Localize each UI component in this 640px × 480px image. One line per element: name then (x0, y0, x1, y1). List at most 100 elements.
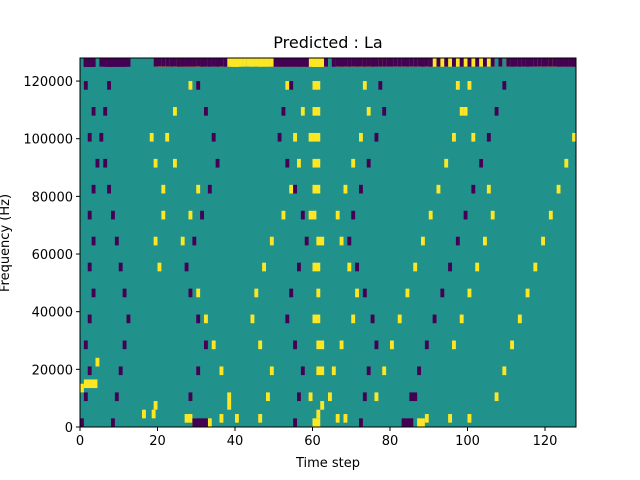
heatmap-cell-low (103, 158, 108, 168)
heatmap-cell-low (359, 184, 363, 194)
heatmap-cell-high (227, 401, 232, 410)
heatmap-cell-high (312, 314, 321, 324)
heatmap-cell-low (351, 210, 356, 220)
heatmap-cell-low (91, 58, 96, 67)
heatmap-cell-high (572, 132, 577, 142)
heatmap-cell-high (316, 340, 325, 350)
heatmap-cell-high (258, 414, 263, 423)
heatmap-cell-high (548, 210, 553, 220)
y-axis: 0 20000 40000 60000 80000 100000 120000 (23, 75, 80, 436)
heatmap-cell-high (424, 414, 429, 423)
heatmap-cell-high (246, 58, 251, 67)
heatmap-cell-high (173, 158, 177, 168)
y-tick-label: 0 (65, 421, 73, 436)
heatmap-cell-low (467, 58, 472, 67)
heatmap-cell-low (180, 58, 185, 67)
heatmap-cell-low (188, 392, 193, 402)
heatmap-cell-low (409, 58, 414, 67)
heatmap-cell-high (165, 132, 170, 142)
heatmap-cell-low (304, 236, 309, 246)
heatmap-cell-low (83, 340, 88, 350)
heatmap-cell-high (300, 107, 305, 116)
heatmap-cell-low (331, 58, 336, 67)
heatmap-cell-low (103, 58, 108, 67)
heatmap-cell-high (262, 262, 267, 272)
heatmap-cell-low (552, 58, 557, 67)
heatmap-cell-low (378, 81, 383, 90)
heatmap-cell-high (463, 58, 468, 67)
heatmap-cell-high (525, 288, 530, 298)
heatmap-cell-high (455, 81, 460, 90)
heatmap-cell-high (308, 132, 321, 142)
heatmap-cell-high (157, 262, 162, 272)
heatmap-cell-high (188, 210, 193, 220)
heatmap-cell-low (281, 107, 286, 116)
heatmap-cell-high (351, 158, 356, 168)
heatmap-cell-low (486, 132, 491, 142)
heatmap-cell-low (157, 58, 162, 67)
heatmap-cell-low (99, 132, 104, 142)
heatmap-cell-high (153, 158, 158, 168)
heatmap-cell-high (269, 58, 274, 67)
heatmap-cell-low (397, 58, 402, 67)
heatmap-cell-low (91, 288, 96, 298)
heatmap-cell-high (417, 418, 425, 427)
x-axis: 0 20 40 60 80 100 120 (76, 427, 557, 449)
heatmap-cell-high (467, 288, 472, 298)
heatmap-cell-low (277, 132, 282, 142)
heatmap-cell-high (161, 184, 166, 194)
heatmap-cell-low (207, 58, 212, 67)
heatmap-cell-low (564, 58, 569, 67)
heatmap-cell-low (99, 58, 104, 67)
heatmap-cell-low (463, 210, 468, 220)
heatmap-cell-high (316, 58, 321, 67)
heatmap-cell-low (390, 58, 394, 67)
heatmap-cell-high (517, 314, 522, 324)
heatmap-cell-low (300, 210, 305, 220)
heatmap-cell-low (204, 107, 208, 116)
heatmap-cell-high (161, 210, 166, 220)
plot-area (80, 58, 577, 427)
heatmap-cell-high (541, 236, 546, 246)
heatmap-cell-low (281, 58, 286, 67)
heatmap-cell-low (428, 58, 433, 67)
heatmap-cell-low (413, 58, 418, 67)
heatmap-cell-low (91, 236, 96, 246)
heatmap-cell-low (382, 107, 387, 116)
heatmap-cell-high (343, 414, 348, 423)
heatmap-cell-low (297, 262, 301, 272)
y-tick-label: 60000 (32, 248, 73, 263)
heatmap-cell-high (467, 81, 472, 90)
heatmap-cell-low (118, 366, 123, 376)
heatmap-cell-high (316, 236, 325, 246)
heatmap-cell-high (351, 314, 356, 324)
heatmap-cell-high (471, 58, 476, 67)
heatmap-cell-high (231, 58, 236, 67)
heatmap-cell-high (355, 288, 360, 298)
heatmap-cell-low (362, 392, 367, 402)
heatmap-cell-low (192, 236, 197, 246)
heatmap-cell-low (111, 418, 115, 427)
heatmap-cell-low (382, 58, 387, 67)
heatmap-cell-low (192, 58, 197, 67)
heatmap-cell-low (421, 58, 425, 67)
heatmap-cell-high (308, 392, 313, 402)
heatmap-cell-low (455, 236, 460, 246)
heatmap-cell-low (498, 58, 503, 67)
heatmap-cell-low (273, 58, 278, 67)
heatmap-cell-low (355, 262, 360, 272)
heatmap-cell-low (107, 184, 112, 194)
heatmap-cell-high (483, 236, 487, 246)
heatmap-cell-low (502, 81, 507, 90)
heatmap-cell-low (196, 81, 201, 90)
heatmap-cell-high (374, 392, 379, 402)
heatmap-cell-high (448, 414, 453, 423)
heatmap-cell-low (393, 58, 398, 67)
heatmap-cell-high (448, 58, 453, 67)
heatmap-cell-low (401, 418, 414, 427)
x-tick-label: 0 (76, 434, 84, 449)
heatmap-cell-low (475, 58, 480, 67)
heatmap-cell-high (227, 392, 232, 402)
x-tick-label: 20 (149, 434, 166, 449)
heatmap-cell-low (91, 107, 96, 116)
